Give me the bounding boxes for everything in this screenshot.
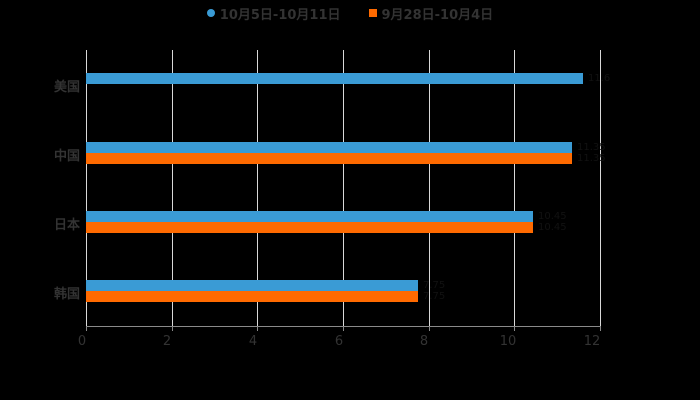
bar-label-korea-series2: 7.75 (423, 291, 446, 302)
bar-japan-series2[interactable] (86, 222, 533, 233)
legend-item-series1[interactable]: 10月5日-10月11日 (206, 4, 341, 23)
x-tick-2 (171, 326, 173, 331)
category-label-us: 美国 (53, 80, 80, 95)
bar-label-china-series1: 11.35 (577, 142, 606, 153)
bar-label-korea-series1: 7.75 (423, 280, 446, 291)
gridline-4 (257, 50, 259, 326)
x-tick-10 (514, 326, 516, 331)
bar-china-series1[interactable] (86, 142, 572, 153)
legend-item-series2[interactable]: 9月28日-10月4日 (368, 4, 494, 23)
category-label-china: 中国 (53, 149, 80, 164)
bar-korea-series2[interactable] (86, 291, 418, 302)
legend-label-series1: 10月5日-10月11日 (219, 7, 341, 23)
bar-china-series2[interactable] (86, 153, 572, 164)
x-tick-4 (257, 326, 259, 331)
x-tick-label-4: 4 (248, 334, 258, 349)
legend-circle-marker-icon (206, 9, 215, 17)
gridline-10 (514, 50, 516, 326)
x-tick-label-6: 6 (334, 334, 344, 349)
x-tick-label-12: 12 (583, 334, 601, 349)
x-tick-8 (428, 326, 430, 331)
bar-label-us-series1: 11.6 (588, 73, 611, 84)
gridline-0 (86, 50, 87, 326)
gridline-2 (171, 50, 173, 326)
legend-square-marker-icon (368, 9, 377, 17)
gridline-12 (600, 50, 601, 326)
gridline-6 (343, 50, 344, 326)
plot-area: 11.6 11.35 11.35 10.45 10.45 7.75 7.75 (86, 50, 610, 326)
bar-korea-series1[interactable] (86, 280, 418, 291)
x-tick-label-0: 0 (77, 334, 87, 349)
gridline-8 (428, 50, 430, 326)
bar-label-china-series2: 11.35 (577, 153, 606, 164)
category-label-korea: 韩国 (53, 287, 80, 302)
legend-label-series2: 9月28日-10月4日 (381, 7, 494, 23)
x-tick-0 (86, 326, 87, 331)
category-label-japan: 日本 (53, 218, 80, 233)
bar-label-japan-series1: 10.45 (538, 211, 567, 222)
bar-us-series1[interactable] (86, 73, 583, 84)
chart-legend: 10月5日-10月11日 9月28日-10月4日 (0, 3, 700, 23)
x-tick-label-8: 8 (419, 334, 429, 349)
x-tick-label-2: 2 (162, 334, 172, 349)
bar-label-japan-series2: 10.45 (538, 222, 567, 233)
bar-japan-series1[interactable] (86, 211, 533, 222)
x-tick-12 (600, 326, 601, 331)
x-tick-label-10: 10 (499, 334, 517, 349)
x-tick-6 (343, 326, 344, 331)
